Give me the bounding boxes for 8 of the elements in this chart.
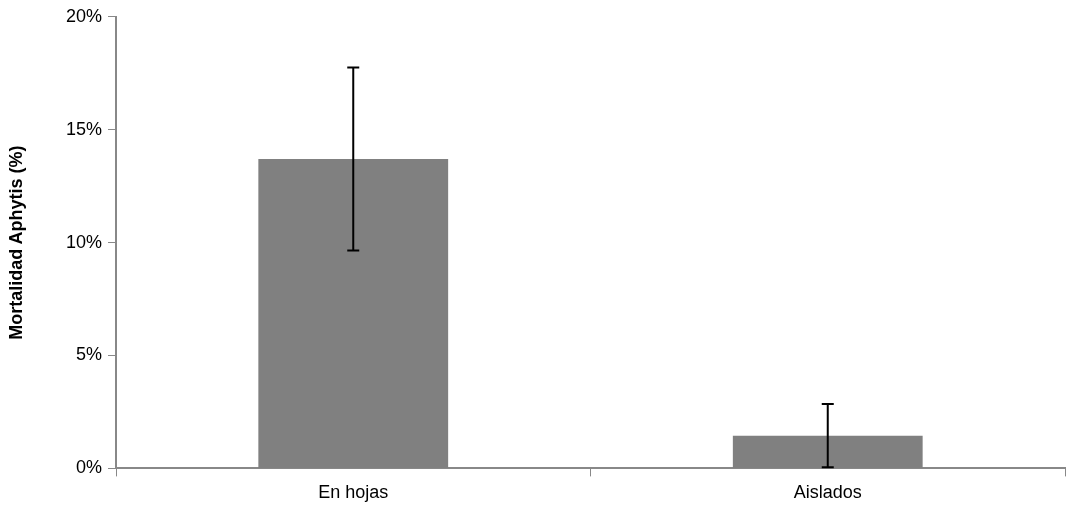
y-tick-label: 5% xyxy=(75,344,102,365)
y-tick-label: 0% xyxy=(75,457,102,478)
y-tick-label: 10% xyxy=(65,231,102,252)
y-tick-label: 15% xyxy=(65,118,102,139)
x-tick-label: Aislados xyxy=(793,482,862,503)
y-axis-title: Mortalidad Aphytis (%) xyxy=(5,145,26,340)
x-tick-label: En hojas xyxy=(318,482,389,503)
y-tick-label: 20% xyxy=(65,5,102,26)
